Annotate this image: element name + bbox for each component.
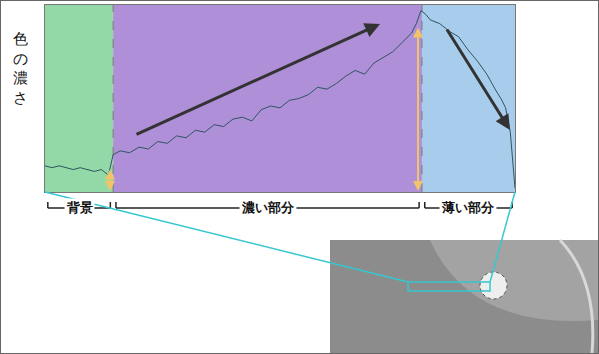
svg-text:色の濃さ: 色の濃さ <box>13 30 28 107</box>
svg-text:背景: 背景 <box>66 200 93 215</box>
svg-text:薄い部分: 薄い部分 <box>441 200 495 215</box>
svg-text:濃い部分: 濃い部分 <box>241 200 295 215</box>
